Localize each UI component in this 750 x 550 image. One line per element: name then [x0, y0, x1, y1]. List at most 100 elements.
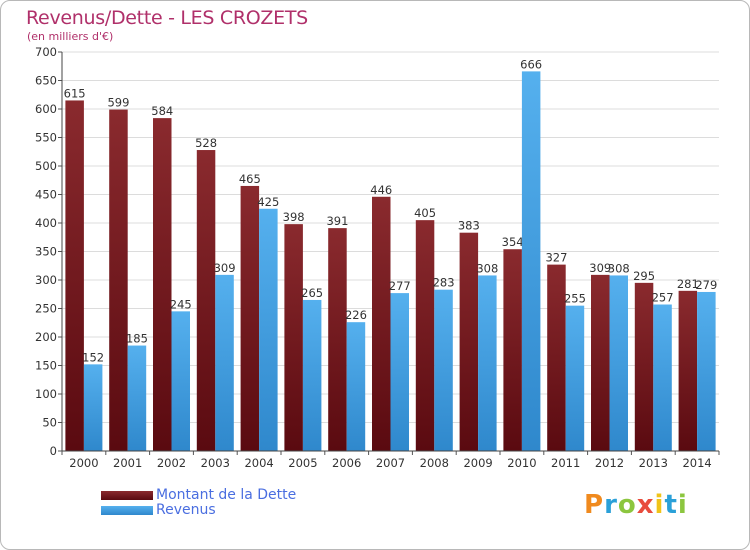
y-tick-label: 200 [35, 330, 57, 344]
logo-letter: o [617, 490, 637, 520]
legend-swatch-revenus [101, 505, 153, 515]
x-tick-label: 2003 [201, 456, 230, 470]
x-tick-label: 2005 [288, 456, 317, 470]
data-label: 308 [476, 261, 498, 275]
data-label: 599 [107, 96, 129, 110]
data-label: 383 [458, 219, 480, 233]
data-label: 398 [283, 210, 305, 224]
data-label: 257 [652, 291, 674, 305]
data-label: 309 [589, 261, 611, 275]
x-tick-label: 2012 [595, 456, 624, 470]
bar-revenus [521, 71, 541, 451]
bar-revenus [259, 208, 278, 451]
legend-label-dette: Montant de la Dette [156, 487, 297, 503]
y-tick-label: 400 [35, 216, 57, 230]
bar-dette [372, 196, 391, 451]
data-label: 425 [257, 195, 279, 209]
bar-revenus [390, 293, 409, 451]
data-label: 265 [301, 286, 323, 300]
data-label: 309 [214, 261, 236, 275]
logo-letter: x [636, 490, 655, 520]
data-label: 152 [82, 350, 104, 364]
x-tick-label: 2014 [682, 456, 711, 470]
data-label: 666 [520, 57, 542, 71]
y-tick-label: 0 [50, 444, 57, 458]
x-tick-label: 2010 [507, 456, 536, 470]
bar-dette [328, 228, 347, 451]
bar-revenus [83, 364, 103, 451]
y-tick-label: 300 [35, 273, 57, 287]
y-tick-label: 500 [35, 159, 57, 173]
legend-swatch-dette [101, 490, 153, 500]
bar-dette [65, 100, 84, 451]
legend-label-revenus: Revenus [156, 502, 216, 518]
bar-revenus [171, 311, 190, 451]
bar-dette [503, 249, 522, 451]
data-label: 255 [564, 292, 586, 306]
x-tick-label: 2008 [420, 456, 449, 470]
data-label: 308 [608, 261, 630, 275]
bar-revenus [609, 275, 628, 451]
legend-item-dette: Montant de la Dette [101, 488, 296, 502]
y-tick-label: 650 [35, 74, 57, 88]
bar-revenus [127, 345, 147, 451]
y-tick-label: 100 [35, 387, 57, 401]
data-label: 281 [677, 277, 699, 291]
y-tick-label: 250 [35, 302, 57, 316]
bar-revenus [697, 291, 716, 451]
x-tick-label: 2009 [463, 456, 492, 470]
data-label: 277 [389, 279, 411, 293]
data-label: 354 [502, 235, 524, 249]
logo-letter: P [584, 490, 605, 520]
data-label: 584 [151, 104, 173, 118]
bar-revenus [346, 322, 366, 451]
proxiti-logo: Proxiti [584, 490, 688, 520]
x-tick-label: 2011 [551, 456, 580, 470]
bar-revenus [302, 299, 322, 451]
bar-revenus [478, 275, 497, 451]
bar-dette [547, 264, 566, 451]
y-tick-label: 50 [42, 416, 57, 430]
chart-subtitle: (en milliers d'€) [27, 30, 114, 43]
data-label: 283 [433, 276, 455, 290]
bar-revenus [215, 274, 234, 451]
bar-dette [591, 274, 610, 451]
bar-dette [240, 185, 260, 451]
data-label: 528 [195, 136, 217, 150]
bar-revenus [565, 305, 585, 451]
data-label: 279 [695, 278, 717, 292]
logo-letter: i [654, 490, 665, 520]
bar-dette [196, 150, 216, 452]
chart-title: Revenus/Dette - LES CROZETS [26, 7, 308, 29]
data-label: 615 [64, 86, 86, 100]
legend-item-revenus: Revenus [101, 503, 216, 517]
bar-dette [415, 220, 435, 451]
x-tick-label: 2000 [69, 456, 98, 470]
x-tick-label: 2004 [244, 456, 273, 470]
data-label: 245 [170, 297, 192, 311]
y-tick-label: 700 [35, 45, 57, 59]
y-tick-label: 600 [35, 102, 57, 116]
bar-dette [634, 282, 654, 451]
logo-letter: r [604, 490, 618, 520]
logo-letter: i [677, 490, 688, 520]
bar-revenus [653, 304, 672, 451]
bar-dette [678, 290, 698, 451]
bar-dette [284, 224, 303, 451]
y-tick-label: 350 [35, 245, 57, 259]
logo-letter: t [664, 490, 678, 520]
data-label: 391 [326, 214, 348, 228]
x-tick-label: 2013 [639, 456, 668, 470]
bar-dette [459, 232, 479, 451]
x-tick-label: 2006 [332, 456, 361, 470]
y-tick-label: 450 [35, 188, 57, 202]
bar-revenus [434, 289, 453, 451]
data-label: 465 [239, 172, 261, 186]
x-tick-label: 2007 [376, 456, 405, 470]
data-label: 226 [345, 308, 367, 322]
data-label: 327 [545, 251, 567, 265]
bar-dette [109, 109, 128, 451]
y-tick-label: 550 [35, 131, 57, 145]
